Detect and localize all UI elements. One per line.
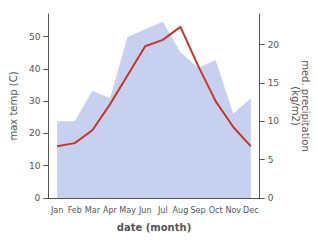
- svg-text:May: May: [119, 206, 136, 215]
- svg-text:Jan: Jan: [50, 206, 63, 215]
- svg-text:Mar: Mar: [85, 206, 101, 215]
- svg-text:30: 30: [29, 96, 41, 106]
- svg-text:date (month): date (month): [117, 222, 191, 233]
- svg-text:Oct: Oct: [209, 206, 223, 215]
- svg-text:Aug: Aug: [173, 206, 189, 215]
- svg-text:med. precipitation: med. precipitation: [299, 60, 311, 152]
- svg-text:10: 10: [29, 161, 41, 171]
- svg-text:0: 0: [268, 193, 274, 203]
- svg-text:Sep: Sep: [190, 206, 205, 215]
- svg-text:Dec: Dec: [243, 206, 258, 215]
- svg-text:0: 0: [35, 193, 41, 203]
- svg-text:max temp (C): max temp (C): [8, 71, 19, 140]
- svg-text:Apr: Apr: [103, 206, 118, 215]
- svg-text:10: 10: [268, 116, 280, 126]
- svg-text:20: 20: [29, 128, 41, 138]
- svg-text:5: 5: [268, 155, 274, 165]
- svg-text:Jun: Jun: [138, 206, 152, 215]
- svg-text:50: 50: [29, 32, 41, 42]
- svg-text:(kg/m2): (kg/m2): [290, 86, 301, 126]
- svg-text:40: 40: [29, 64, 41, 74]
- svg-text:Feb: Feb: [68, 206, 82, 215]
- svg-text:15: 15: [268, 78, 279, 88]
- svg-text:20: 20: [268, 40, 280, 50]
- svg-text:Jul: Jul: [157, 206, 168, 215]
- svg-text:Nov: Nov: [225, 206, 241, 215]
